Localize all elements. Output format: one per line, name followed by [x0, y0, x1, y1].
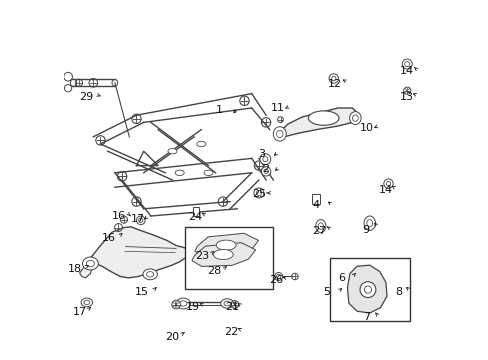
Circle shape: [171, 300, 180, 309]
Text: 5: 5: [323, 287, 329, 297]
Polygon shape: [89, 227, 191, 278]
Ellipse shape: [176, 298, 190, 309]
Text: 6: 6: [338, 273, 345, 283]
Text: 2: 2: [261, 164, 268, 174]
Text: 1: 1: [215, 105, 223, 115]
Text: 24: 24: [187, 212, 202, 222]
Text: 14: 14: [399, 66, 413, 76]
Circle shape: [383, 179, 392, 188]
Text: 12: 12: [327, 78, 342, 89]
Text: 16: 16: [101, 233, 115, 243]
Ellipse shape: [308, 111, 338, 125]
Text: 28: 28: [206, 266, 221, 276]
Ellipse shape: [81, 298, 92, 307]
Text: 19: 19: [186, 302, 200, 312]
Polygon shape: [194, 233, 258, 257]
Circle shape: [328, 74, 338, 83]
Text: 18: 18: [67, 264, 81, 274]
Text: 7: 7: [363, 312, 370, 322]
Circle shape: [230, 301, 238, 309]
Ellipse shape: [175, 170, 184, 175]
Bar: [185, 227, 272, 289]
Text: 20: 20: [165, 332, 179, 342]
Ellipse shape: [196, 141, 205, 147]
Text: 8: 8: [394, 287, 401, 297]
Ellipse shape: [363, 216, 375, 230]
Circle shape: [401, 59, 411, 69]
Ellipse shape: [216, 240, 236, 250]
Ellipse shape: [349, 112, 361, 125]
Text: 4: 4: [312, 200, 320, 210]
Polygon shape: [276, 108, 359, 137]
Ellipse shape: [220, 299, 233, 308]
Text: 11: 11: [270, 103, 284, 113]
Polygon shape: [80, 260, 94, 278]
Text: 26: 26: [268, 275, 283, 285]
Polygon shape: [346, 265, 386, 313]
Text: 17: 17: [72, 307, 86, 318]
Ellipse shape: [142, 269, 157, 280]
Circle shape: [261, 167, 270, 176]
Text: 21: 21: [224, 302, 239, 312]
Circle shape: [403, 87, 410, 94]
Polygon shape: [192, 243, 255, 266]
Ellipse shape: [343, 274, 358, 292]
Circle shape: [136, 216, 145, 225]
Text: 15: 15: [135, 287, 149, 297]
Circle shape: [274, 273, 282, 280]
Text: 9: 9: [362, 225, 369, 235]
Text: 16: 16: [112, 211, 126, 221]
Text: 17: 17: [131, 214, 145, 224]
Text: 14: 14: [378, 185, 392, 195]
Text: 23: 23: [195, 251, 209, 261]
Text: 10: 10: [359, 123, 373, 133]
Ellipse shape: [168, 149, 177, 154]
Text: 13: 13: [399, 92, 413, 102]
Ellipse shape: [380, 274, 394, 292]
Circle shape: [260, 154, 270, 165]
Ellipse shape: [82, 257, 98, 270]
Bar: [311, 194, 319, 204]
Ellipse shape: [203, 170, 213, 175]
Ellipse shape: [213, 249, 233, 260]
Ellipse shape: [273, 127, 285, 141]
Text: 29: 29: [79, 92, 93, 102]
Bar: [192, 207, 199, 216]
Ellipse shape: [360, 302, 374, 320]
Text: 25: 25: [251, 189, 265, 199]
Bar: [329, 258, 409, 321]
Text: 27: 27: [312, 226, 326, 236]
Text: 3: 3: [258, 149, 264, 159]
Ellipse shape: [315, 220, 325, 233]
Text: 22: 22: [223, 327, 238, 337]
Circle shape: [253, 188, 264, 198]
Circle shape: [359, 282, 375, 297]
